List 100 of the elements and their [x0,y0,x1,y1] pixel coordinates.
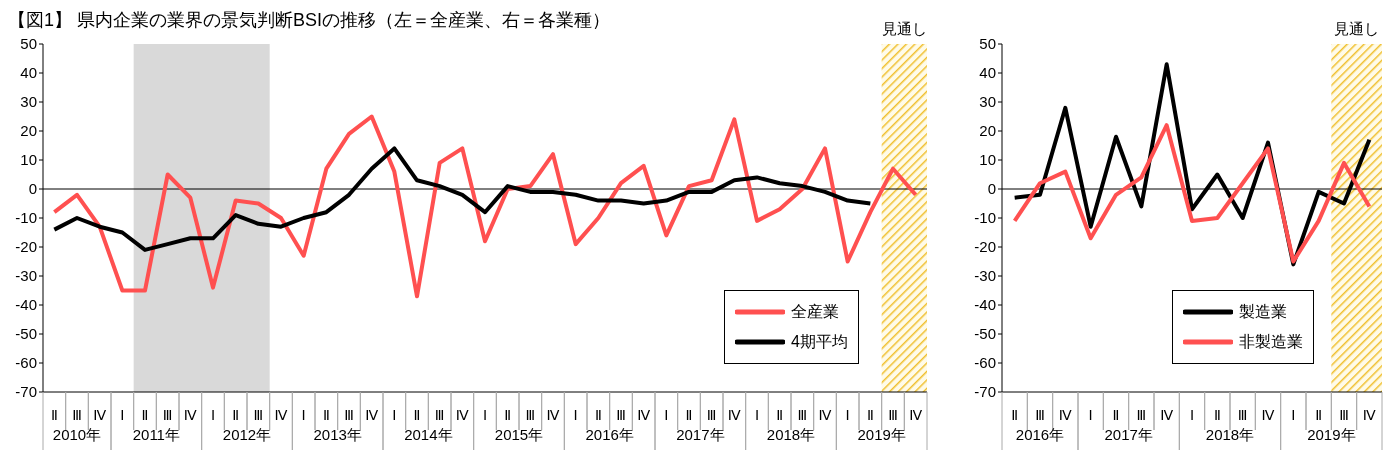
y-tick-label: -60 [974,354,996,372]
x-tick-label: Ⅳ [818,407,832,423]
x-tick-label: Ⅲ [616,407,626,423]
x-tick-label: Ⅲ [1035,407,1045,423]
text: 2016年 [585,426,634,445]
x-tick-label: Ⅱ [594,407,602,423]
y-tick-label: 20 [979,122,996,140]
text: 2015年 [494,426,544,445]
x-tick-label: Ⅳ [455,407,469,423]
text: 見通し [881,20,927,39]
x-tick-label: Ⅱ [232,407,240,423]
text: 2019年 [1307,426,1356,445]
y-tick-label: -70 [15,383,37,401]
x-tick-label: Ⅱ [1011,407,1019,423]
x-tick-label: Ⅰ [754,407,760,423]
y-tick-label: -10 [15,209,37,227]
x-tick-label: Ⅲ [706,407,717,423]
x-tick-label: Ⅲ [1136,407,1147,423]
y-tick-label: 30 [20,93,37,111]
x-tick-label: Ⅳ [93,407,107,423]
y-tick-label: -70 [974,383,996,401]
x-tick-label: Ⅲ [253,407,264,423]
y-tick-label: 40 [20,64,37,82]
y-tick-label: 40 [979,64,996,82]
y-tick-label: -50 [15,325,37,343]
x-tick-label: Ⅰ [210,407,216,423]
x-tick-label: Ⅳ [727,407,741,423]
x-tick-label: Ⅳ [183,407,197,423]
x-tick-label: Ⅳ [1058,407,1072,423]
x-tick-label: Ⅲ [162,407,173,423]
x-tick-label: Ⅰ [1088,407,1093,423]
y-tick-label: -40 [974,296,996,314]
text: 2011年 [132,426,180,445]
x-tick-label: Ⅰ [120,407,125,423]
text: 2017年 [676,426,725,445]
x-tick-label: Ⅰ [301,407,306,423]
text: 2013年 [313,426,362,445]
x-tick-label: Ⅱ [504,407,512,423]
x-tick-label: Ⅱ [50,407,58,423]
y-tick-label: 50 [20,35,37,53]
x-tick-label: Ⅳ [274,407,288,423]
x-tick-label: Ⅰ [1291,407,1296,423]
x-tick-label: Ⅳ [1261,407,1275,423]
y-tick-label: 10 [20,151,37,169]
x-tick-label: Ⅰ [664,407,669,423]
y-tick-label: 0 [987,180,996,198]
y-tick-label: -60 [15,354,37,372]
x-tick-label: Ⅲ [888,407,898,423]
x-tick-label: Ⅳ [1160,407,1174,423]
text: 2018年 [1205,426,1255,445]
x-tick-label: Ⅲ [797,407,808,423]
y-tick-label: -20 [15,238,37,256]
text: 2017年 [1104,426,1153,445]
x-tick-label: Ⅰ [482,407,488,423]
x-tick-label: Ⅱ [776,407,784,423]
text: 2019年 [857,426,906,445]
x-tick-label: Ⅳ [637,407,651,423]
y-tick-label: 20 [20,122,37,140]
text: 2016年 [1015,426,1065,445]
legend-label: 製造業 [1239,301,1287,322]
x-tick-label: Ⅰ [573,407,578,423]
y-tick-label: -50 [974,325,996,343]
text: 2018年 [766,426,816,445]
y-tick-label: 50 [979,35,996,53]
x-tick-label: Ⅱ [322,407,330,423]
x-tick-label: Ⅰ [845,407,850,423]
y-tick-label: -30 [15,267,37,285]
x-tick-label: Ⅲ [344,407,354,423]
x-tick-label: Ⅱ [1112,407,1120,423]
x-tick-label: Ⅱ [1213,407,1221,423]
y-tick-label: 10 [979,151,996,169]
text: 2010年 [52,426,102,445]
y-tick-label: -10 [974,209,996,227]
x-tick-label: Ⅲ [1339,407,1349,423]
y-tick-label: -30 [974,267,996,285]
x-tick-label: Ⅱ [685,407,693,423]
y-tick-label: -40 [15,296,37,314]
text: 2014年 [404,426,453,445]
legend-label: 4期平均 [791,331,848,352]
x-tick-label: Ⅲ [434,407,445,423]
x-tick-label: Ⅱ [866,407,874,423]
x-tick-label: Ⅱ [413,407,421,423]
legend-label: 非製造業 [1239,331,1303,352]
x-tick-label: Ⅲ [72,407,82,423]
x-tick-label: Ⅱ [1315,407,1323,423]
x-tick-label: Ⅲ [1237,407,1248,423]
x-tick-label: Ⅱ [141,407,149,423]
text: 2012年 [222,426,272,445]
x-tick-label: Ⅰ [392,407,397,423]
x-tick-label: Ⅲ [525,407,536,423]
y-tick-label: 0 [28,180,37,198]
legend-label: 全産業 [791,301,840,322]
x-tick-label: Ⅳ [546,407,560,423]
chart-title: 【図1】 県内企業の業界の景気判断BSIの推移（左＝全産業、右＝各業種） [8,9,611,32]
y-tick-label: 30 [979,93,996,111]
text: 見通し [1334,20,1380,39]
x-tick-label: Ⅰ [1189,407,1195,423]
x-tick-label: Ⅳ [1362,407,1376,423]
x-tick-label: Ⅳ [909,407,923,423]
x-tick-label: Ⅳ [365,407,379,423]
